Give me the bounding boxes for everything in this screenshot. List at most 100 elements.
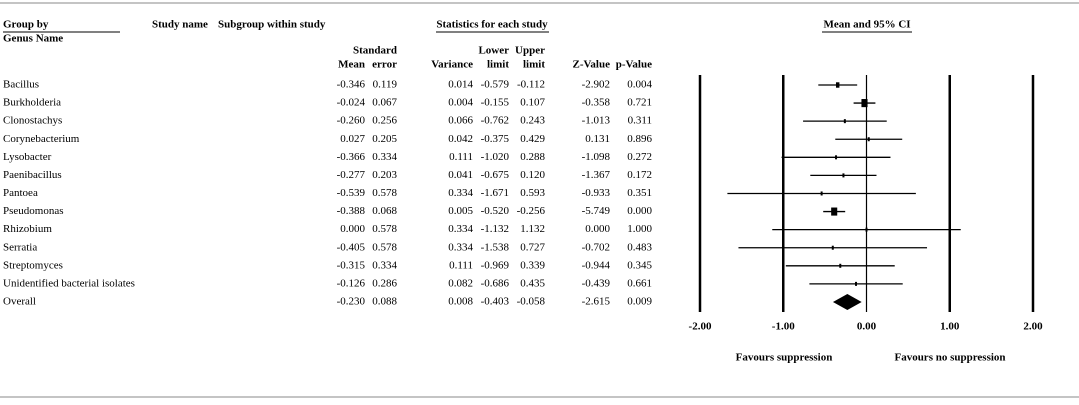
point-estimate xyxy=(839,263,842,268)
point-estimate xyxy=(835,82,840,88)
stat-cell: -0.403 xyxy=(481,295,510,307)
stat-cell: 0.256 xyxy=(372,115,397,127)
x-tick-label: -2.00 xyxy=(689,321,712,333)
stat-cell: 0.088 xyxy=(372,295,397,307)
stat-cell: -0.358 xyxy=(582,97,611,109)
stat-cell: -0.439 xyxy=(582,277,611,289)
stat-cell: 0.041 xyxy=(448,169,473,181)
summary-diamond xyxy=(832,293,862,310)
stat-cell: 0.014 xyxy=(448,79,473,91)
stat-cell: -0.539 xyxy=(337,187,366,199)
stat-cell: -2.615 xyxy=(582,295,611,307)
stat-cell: 0.172 xyxy=(627,169,652,181)
stat-cell: 0.339 xyxy=(520,259,545,271)
stat-cell: 0.578 xyxy=(372,223,397,235)
stat-cell: 0.000 xyxy=(627,205,652,217)
stat-cell: -0.155 xyxy=(481,97,510,109)
column-header: error xyxy=(372,59,397,71)
stat-cell: -0.675 xyxy=(481,169,510,181)
stat-cell: -0.277 xyxy=(337,169,366,181)
stat-cell: 0.042 xyxy=(448,133,473,145)
stat-cell: 0.334 xyxy=(448,241,473,253)
column-header: Z-Value xyxy=(573,59,611,71)
point-estimate xyxy=(861,99,868,108)
stat-cell: 0.009 xyxy=(627,295,652,307)
stat-cell: 1.000 xyxy=(627,223,652,235)
stat-cell: 0.334 xyxy=(372,151,397,163)
stat-cell: -0.702 xyxy=(582,241,610,253)
stat-cell: 0.345 xyxy=(627,259,652,271)
stat-cell: 0.111 xyxy=(449,151,473,163)
stat-cell: 0.311 xyxy=(628,115,652,127)
group-by-header: Group by xyxy=(3,19,49,31)
column-header: Upper xyxy=(515,45,545,57)
genus-name: Rhizobium xyxy=(3,223,52,235)
stat-cell: -0.058 xyxy=(517,295,546,307)
stat-cell: 0.107 xyxy=(520,97,545,109)
stat-cell: 0.661 xyxy=(627,277,652,289)
stat-cell: 0.068 xyxy=(372,205,397,217)
stat-cell: 0.896 xyxy=(627,133,652,145)
stat-cell: 0.067 xyxy=(372,97,397,109)
genus-name: Streptomyces xyxy=(3,259,63,271)
stat-cell: -0.315 xyxy=(337,259,366,271)
stat-cell: 0.721 xyxy=(627,97,652,109)
subgroup-header: Subgroup within study xyxy=(218,19,326,31)
point-estimate xyxy=(867,137,870,142)
stat-cell: 0.082 xyxy=(448,277,473,289)
column-header: Mean xyxy=(338,59,365,71)
genus-name: Unidentified bacterial isolates xyxy=(3,277,135,289)
stat-cell: 0.272 xyxy=(627,151,652,163)
stat-cell: 0.004 xyxy=(627,79,652,91)
stat-cell: 0.000 xyxy=(585,223,610,235)
genus-name: Serratia xyxy=(3,241,37,253)
stat-cell: 1.132 xyxy=(520,223,545,235)
x-tick-label: 0.00 xyxy=(857,321,877,333)
stat-cell: -0.686 xyxy=(481,277,510,289)
x-tick-label: 1.00 xyxy=(940,321,960,333)
stat-cell: 0.286 xyxy=(372,277,397,289)
genus-name: Pantoea xyxy=(3,187,38,199)
stat-cell: 0.578 xyxy=(372,187,397,199)
stat-cell: -1.538 xyxy=(481,241,510,253)
stat-cell: -1.098 xyxy=(582,151,611,163)
stat-cell: 0.111 xyxy=(449,259,473,271)
stat-cell: -0.230 xyxy=(337,295,366,307)
stat-cell: -0.405 xyxy=(337,241,366,253)
stat-cell: -0.944 xyxy=(582,259,611,271)
stat-cell: -0.579 xyxy=(481,79,510,91)
genus-header: Genus Name xyxy=(3,33,63,45)
stat-cell: -0.126 xyxy=(337,277,366,289)
stat-cell: 0.004 xyxy=(448,97,473,109)
study-name-header: Study name xyxy=(152,19,208,31)
stat-cell: 0.593 xyxy=(520,187,545,199)
stat-cell: 0.288 xyxy=(520,151,545,163)
chart-title: Mean and 95% CI xyxy=(823,19,910,31)
stat-cell: -0.969 xyxy=(481,259,510,271)
stat-cell: 0.008 xyxy=(448,295,473,307)
column-header: Variance xyxy=(431,59,473,71)
point-estimate xyxy=(831,245,834,250)
stat-cell: -1.132 xyxy=(481,223,509,235)
stat-cell: -0.762 xyxy=(481,115,509,127)
stat-cell: 0.131 xyxy=(585,133,610,145)
stat-cell: 0.351 xyxy=(627,187,652,199)
point-estimate xyxy=(820,191,823,196)
genus-name: Bacillus xyxy=(3,79,39,91)
stat-cell: -0.260 xyxy=(337,115,366,127)
stat-cell: 0.483 xyxy=(627,241,652,253)
stat-cell: 0.000 xyxy=(340,223,365,235)
stat-cell: 0.334 xyxy=(448,187,473,199)
genus-name: Overall xyxy=(3,295,36,307)
stat-cell: -1.020 xyxy=(481,151,510,163)
stat-cell: 0.027 xyxy=(340,133,365,145)
genus-name: Paenibacillus xyxy=(3,169,62,181)
genus-name: Burkholderia xyxy=(3,97,61,109)
stat-cell: 0.205 xyxy=(372,133,397,145)
stat-cell: -0.346 xyxy=(337,79,366,91)
stat-cell: 0.429 xyxy=(520,133,545,145)
stat-cell: -5.749 xyxy=(582,205,611,217)
stat-cell: -0.520 xyxy=(481,205,510,217)
stat-cell: -0.024 xyxy=(337,97,366,109)
